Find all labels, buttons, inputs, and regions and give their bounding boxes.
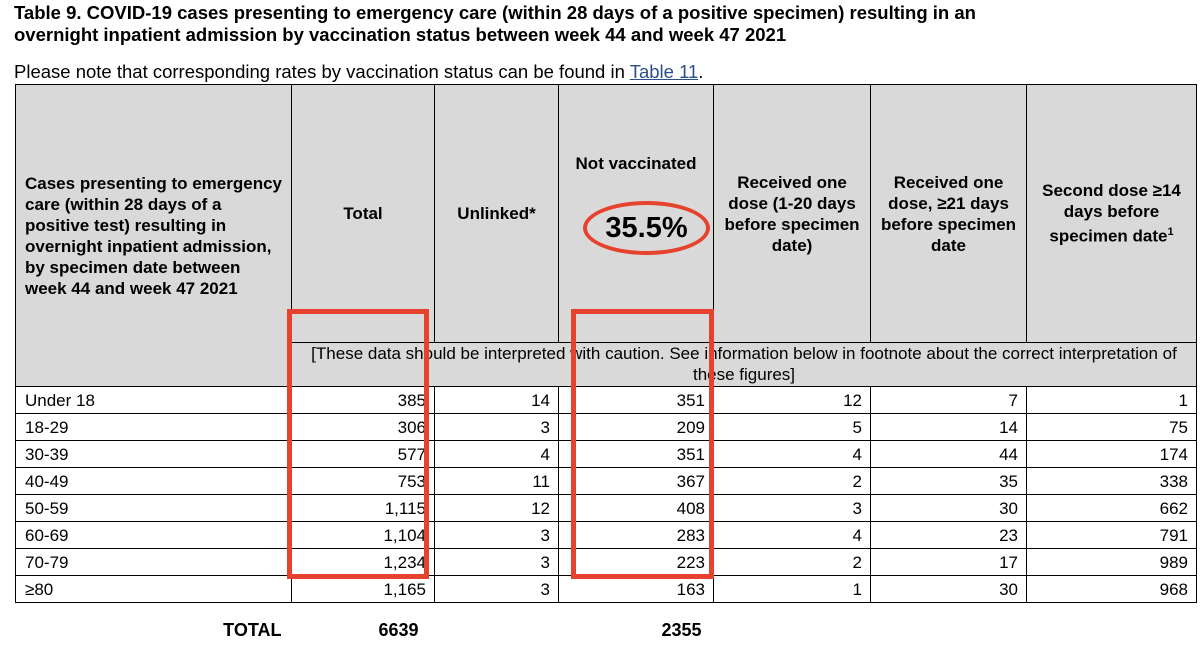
cell-one-dose-1-20: 4 [714, 522, 871, 549]
total-not-vaccinated: 2355 [559, 603, 714, 657]
cell-one-dose-21: 14 [871, 414, 1027, 441]
cell-age: 30-39 [16, 441, 292, 468]
cell-age: 40-49 [16, 468, 292, 495]
not-vaccinated-percent-annotation: 35.5% [583, 201, 710, 255]
cell-age: 70-79 [16, 549, 292, 576]
cell-one-dose-1-20: 3 [714, 495, 871, 522]
table-title: Table 9. COVID-19 cases presenting to em… [14, 2, 976, 46]
total-empty [1027, 603, 1197, 657]
cell-one-dose-21: 44 [871, 441, 1027, 468]
header-one-dose-21: Received one dose, ≥21 days before speci… [871, 85, 1027, 343]
cell-one-dose-21: 30 [871, 576, 1027, 603]
cell-second-dose: 75 [1027, 414, 1197, 441]
cell-unlinked: 3 [435, 549, 559, 576]
cell-age: 60-69 [16, 522, 292, 549]
cell-one-dose-1-20: 2 [714, 549, 871, 576]
cell-one-dose-21: 17 [871, 549, 1027, 576]
cell-one-dose-21: 7 [871, 387, 1027, 414]
cell-one-dose-1-20: 4 [714, 441, 871, 468]
total-value: 6639 [292, 603, 435, 657]
cell-age: 50-59 [16, 495, 292, 522]
cell-one-dose-21: 30 [871, 495, 1027, 522]
header-second-dose: Second dose ≥14 days before specimen dat… [1027, 85, 1197, 343]
cell-not-vaccinated: 163 [559, 576, 714, 603]
cell-one-dose-21: 23 [871, 522, 1027, 549]
footnote-marker: 1 [1167, 226, 1173, 238]
note-end: . [698, 61, 703, 82]
cell-one-dose-1-20: 12 [714, 387, 871, 414]
cell-second-dose: 1 [1027, 387, 1197, 414]
total-empty [871, 603, 1027, 657]
table-note: Please note that corresponding rates by … [14, 62, 703, 82]
cell-one-dose-1-20: 2 [714, 468, 871, 495]
note-text: Please note that corresponding rates by … [14, 61, 630, 82]
cell-unlinked: 3 [435, 576, 559, 603]
header-cases: Cases presenting to emergency care (with… [16, 85, 292, 387]
cell-age: ≥80 [16, 576, 292, 603]
total-empty [435, 603, 559, 657]
cell-one-dose-1-20: 1 [714, 576, 871, 603]
cell-second-dose: 989 [1027, 549, 1197, 576]
cell-age: 18-29 [16, 414, 292, 441]
cell-unlinked: 3 [435, 414, 559, 441]
cell-second-dose: 791 [1027, 522, 1197, 549]
cell-unlinked: 3 [435, 522, 559, 549]
cell-one-dose-1-20: 5 [714, 414, 871, 441]
table-title-line-2: overnight inpatient admission by vaccina… [14, 24, 976, 46]
table-title-line-1: Table 9. COVID-19 cases presenting to em… [14, 2, 976, 24]
not-vaccinated-column-highlight [571, 309, 714, 579]
cell-unlinked: 4 [435, 441, 559, 468]
total-column-highlight [287, 309, 429, 579]
cell-second-dose: 174 [1027, 441, 1197, 468]
cell-second-dose: 968 [1027, 576, 1197, 603]
total-row: TOTAL 6639 2355 [16, 603, 1197, 657]
cell-total: 1,165 [292, 576, 435, 603]
table-11-link[interactable]: Table 11 [630, 61, 699, 82]
cell-one-dose-21: 35 [871, 468, 1027, 495]
cell-unlinked: 14 [435, 387, 559, 414]
header-total: Total [292, 85, 435, 343]
cell-unlinked: 12 [435, 495, 559, 522]
cell-second-dose: 662 [1027, 495, 1197, 522]
total-empty [714, 603, 871, 657]
header-second-dose-text: Second dose ≥14 days before specimen dat… [1042, 181, 1181, 246]
header-unlinked: Unlinked* [435, 85, 559, 343]
cell-age: Under 18 [16, 387, 292, 414]
cell-second-dose: 338 [1027, 468, 1197, 495]
cell-unlinked: 11 [435, 468, 559, 495]
header-one-dose-1-20: Received one dose (1-20 days before spec… [714, 85, 871, 343]
total-label: TOTAL [16, 603, 292, 657]
